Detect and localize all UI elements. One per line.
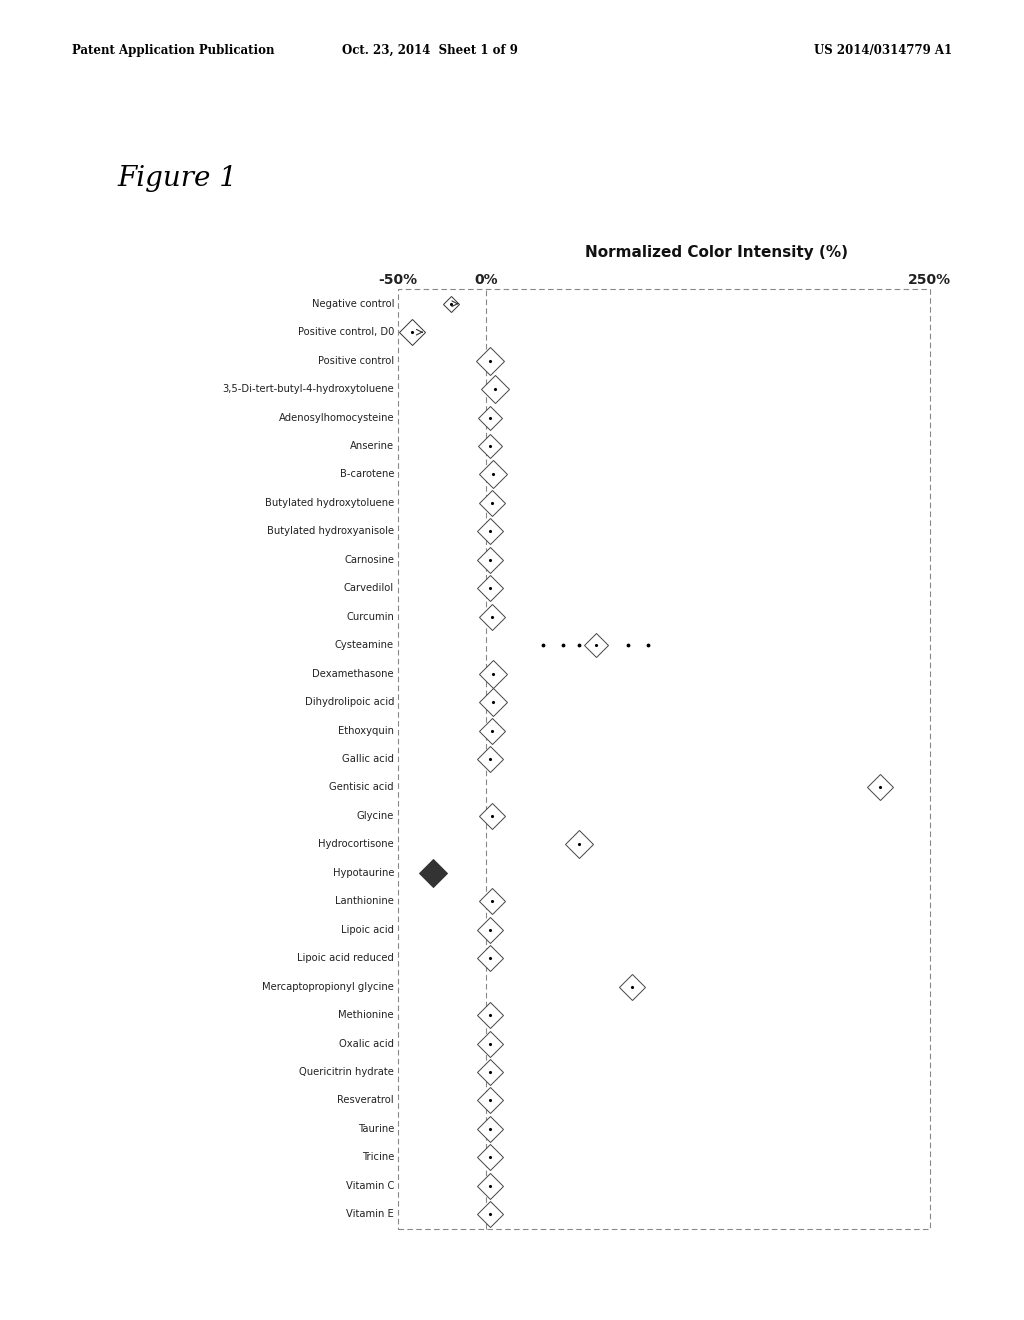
Text: US 2014/0314779 A1: US 2014/0314779 A1 (814, 44, 952, 57)
Text: Patent Application Publication: Patent Application Publication (72, 44, 274, 57)
Text: Quericitrin hydrate: Quericitrin hydrate (299, 1067, 394, 1077)
Text: Tricine: Tricine (361, 1152, 394, 1163)
Text: Glycine: Glycine (356, 810, 394, 821)
Text: Figure 1: Figure 1 (118, 165, 238, 191)
Text: 3,5-Di-tert-butyl-4-hydroxytoluene: 3,5-Di-tert-butyl-4-hydroxytoluene (222, 384, 394, 395)
Text: Resveratrol: Resveratrol (338, 1096, 394, 1105)
Text: Positive control, D0: Positive control, D0 (298, 327, 394, 337)
Text: Butylated hydroxytoluene: Butylated hydroxytoluene (265, 498, 394, 508)
Text: Lipoic acid: Lipoic acid (341, 925, 394, 935)
Text: Vitamin C: Vitamin C (346, 1181, 394, 1191)
Text: B-carotene: B-carotene (340, 470, 394, 479)
Text: Negative control: Negative control (311, 298, 394, 309)
Text: Adenosylhomocysteine: Adenosylhomocysteine (279, 413, 394, 422)
Text: Oct. 23, 2014  Sheet 1 of 9: Oct. 23, 2014 Sheet 1 of 9 (342, 44, 518, 57)
Text: Mercaptopropionyl glycine: Mercaptopropionyl glycine (262, 982, 394, 991)
Text: Dexamethasone: Dexamethasone (312, 669, 394, 678)
Text: Carvedilol: Carvedilol (344, 583, 394, 593)
Text: Lanthionine: Lanthionine (335, 896, 394, 907)
Text: Taurine: Taurine (357, 1123, 394, 1134)
Text: Gentisic acid: Gentisic acid (330, 783, 394, 792)
Text: Vitamin E: Vitamin E (346, 1209, 394, 1220)
Text: Curcumin: Curcumin (346, 611, 394, 622)
Text: Carnosine: Carnosine (344, 554, 394, 565)
Text: Oxalic acid: Oxalic acid (339, 1039, 394, 1048)
Text: Cysteamine: Cysteamine (335, 640, 394, 651)
Text: Dihydrolipoic acid: Dihydrolipoic acid (304, 697, 394, 708)
Text: Anserine: Anserine (350, 441, 394, 451)
Text: Methionine: Methionine (339, 1010, 394, 1020)
Text: Butylated hydroxyanisole: Butylated hydroxyanisole (267, 527, 394, 536)
Text: Normalized Color Intensity (%): Normalized Color Intensity (%) (586, 244, 849, 260)
Text: Ethoxyquin: Ethoxyquin (338, 726, 394, 735)
Text: Positive control: Positive control (318, 355, 394, 366)
Text: -50%: -50% (378, 273, 417, 288)
Text: Lipoic acid reduced: Lipoic acid reduced (297, 953, 394, 964)
Text: 250%: 250% (908, 273, 951, 288)
Text: Hypotaurine: Hypotaurine (333, 867, 394, 878)
Text: Gallic acid: Gallic acid (342, 754, 394, 764)
Text: 0%: 0% (474, 273, 498, 288)
Text: Hydrocortisone: Hydrocortisone (318, 840, 394, 849)
